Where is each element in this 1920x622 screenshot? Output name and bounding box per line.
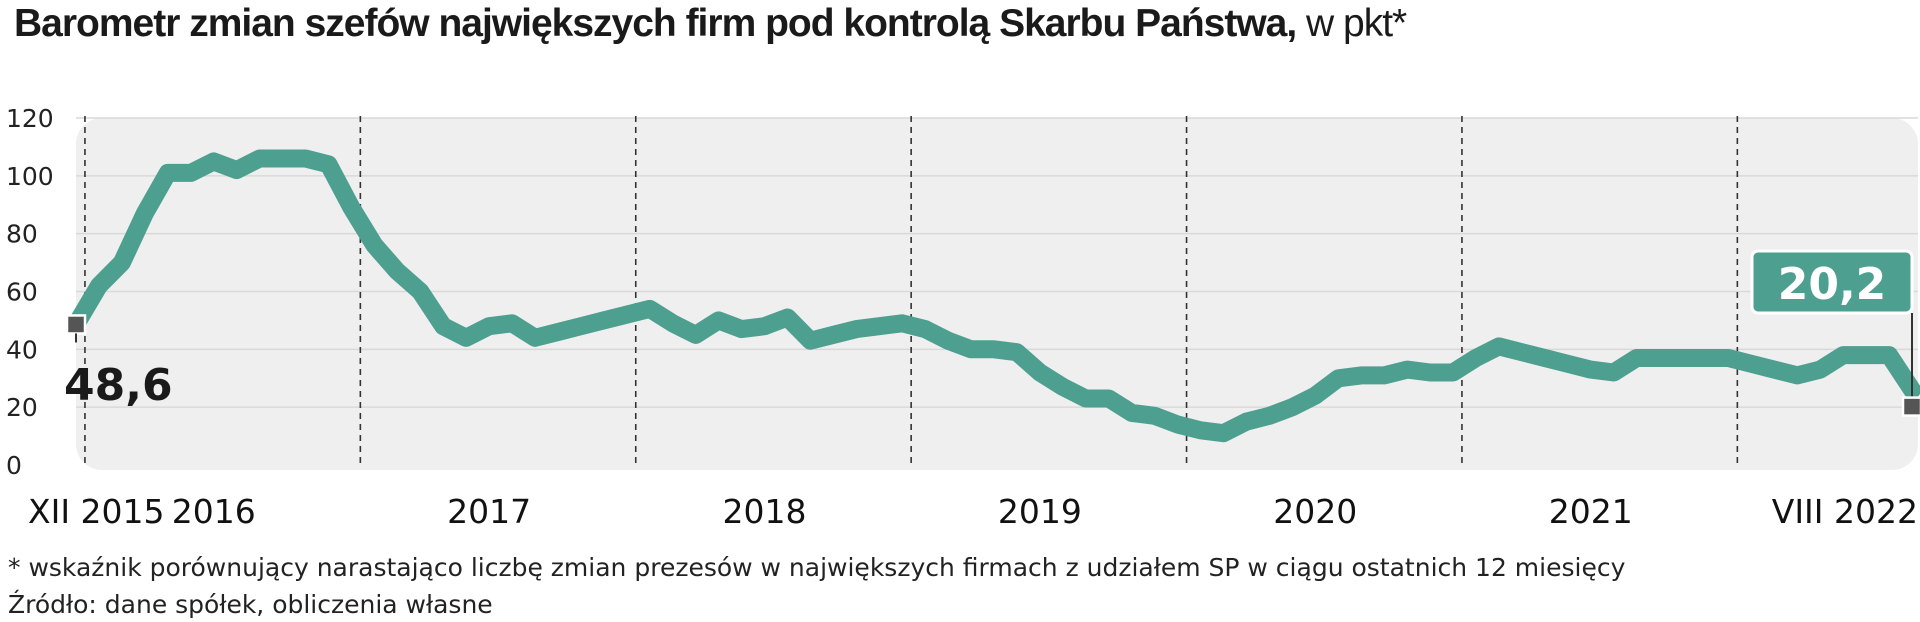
y-tick-label: 60 — [6, 278, 38, 307]
x-tick-label: 2019 — [998, 492, 1082, 531]
chart-title-main: Barometr zmian szefów największych firm … — [14, 2, 1297, 45]
start-point-marker — [65, 314, 87, 335]
chart-title: Barometr zmian szefów największych firm … — [14, 2, 1407, 46]
x-tick-label: 2020 — [1273, 492, 1357, 531]
x-tick-label: XII 2015 — [28, 492, 165, 531]
y-tick-label: 80 — [6, 220, 38, 249]
plot-area — [76, 118, 1918, 470]
x-tick-label: VIII 2022 — [1772, 492, 1918, 531]
x-tick-label: 2017 — [447, 492, 531, 531]
chart-title-unit: w pkt* — [1296, 2, 1407, 45]
x-tick-label: 2021 — [1549, 492, 1633, 531]
y-tick-label: 40 — [6, 335, 38, 364]
series-line — [67, 149, 1920, 443]
x-tick-label: 2016 — [172, 492, 256, 531]
footnote: * wskaźnik porównujący narastająco liczb… — [8, 553, 1626, 582]
y-tick-label: 20 — [6, 393, 38, 422]
x-tick-label: 2018 — [723, 492, 807, 531]
y-tick-label: 120 — [6, 104, 54, 133]
y-tick-label: 0 — [6, 451, 22, 480]
start-value-label: 48,6 — [64, 360, 173, 411]
y-tick-label: 100 — [6, 162, 54, 191]
end-value-box — [1750, 249, 1914, 315]
end-point-marker — [1901, 396, 1920, 417]
source-note: Źródło: dane spółek, obliczenia własne — [8, 590, 493, 619]
end-value-label: 20,2 — [1778, 259, 1887, 310]
